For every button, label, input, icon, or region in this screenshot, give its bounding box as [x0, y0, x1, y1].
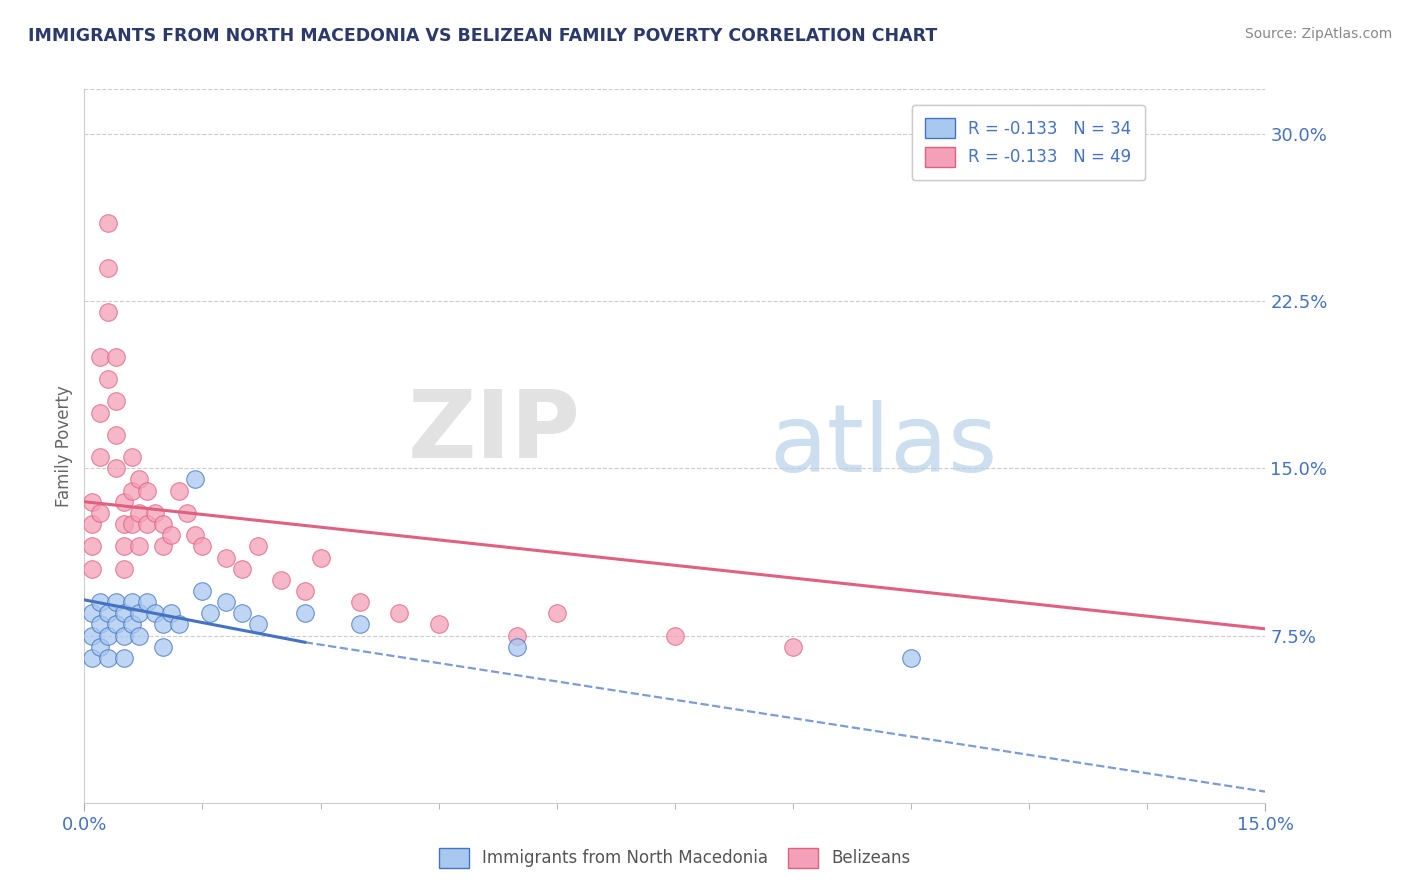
Point: [82, 651, 104, 665]
Point: [82, 628, 104, 642]
Point: [506, 628, 529, 642]
Point: [546, 607, 568, 621]
Point: [506, 640, 529, 654]
Point: [215, 595, 238, 609]
Point: [152, 640, 174, 654]
Point: [82, 607, 104, 621]
Legend: R = -0.133   N = 34, R = -0.133   N = 49: R = -0.133 N = 34, R = -0.133 N = 49: [911, 104, 1144, 180]
Y-axis label: Family Poverty: Family Poverty: [55, 385, 73, 507]
Point: [160, 607, 183, 621]
Point: [89, 617, 111, 632]
Point: [89, 506, 111, 520]
Point: [112, 494, 135, 508]
Point: [246, 539, 269, 553]
Point: [349, 595, 371, 609]
Point: [97, 372, 120, 386]
Point: [112, 651, 135, 665]
Point: [121, 450, 143, 465]
Point: [427, 617, 450, 632]
Point: [128, 473, 150, 487]
Point: [128, 628, 150, 642]
Point: [246, 617, 269, 632]
Point: [231, 607, 253, 621]
Point: [136, 517, 159, 532]
Point: [104, 350, 127, 364]
Point: [231, 562, 253, 576]
Text: IMMIGRANTS FROM NORTH MACEDONIA VS BELIZEAN FAMILY POVERTY CORRELATION CHART: IMMIGRANTS FROM NORTH MACEDONIA VS BELIZ…: [28, 27, 938, 45]
Point: [89, 405, 111, 420]
Point: [136, 595, 159, 609]
Point: [104, 394, 127, 409]
Point: [89, 350, 111, 364]
Point: [104, 617, 127, 632]
Point: [128, 539, 150, 553]
Point: [183, 528, 205, 542]
Point: [112, 628, 135, 642]
Point: [121, 595, 143, 609]
Point: [112, 562, 135, 576]
Point: [112, 539, 135, 553]
Text: ZIP: ZIP: [408, 385, 581, 478]
Point: [167, 617, 190, 632]
Point: [152, 517, 174, 532]
Point: [97, 260, 120, 275]
Point: [121, 517, 143, 532]
Point: [112, 517, 135, 532]
Point: [270, 573, 292, 587]
Point: [309, 550, 332, 565]
Point: [121, 617, 143, 632]
Point: [191, 583, 214, 598]
Point: [97, 628, 120, 642]
Text: Source: ZipAtlas.com: Source: ZipAtlas.com: [1244, 27, 1392, 41]
Point: [143, 607, 166, 621]
Point: [82, 494, 104, 508]
Point: [97, 651, 120, 665]
Point: [167, 483, 190, 498]
Point: [200, 607, 222, 621]
Point: [143, 506, 166, 520]
Point: [152, 539, 174, 553]
Point: [176, 506, 198, 520]
Point: [152, 617, 174, 632]
Point: [121, 483, 143, 498]
Legend: Immigrants from North Macedonia, Belizeans: Immigrants from North Macedonia, Belizea…: [432, 841, 918, 875]
Point: [104, 461, 127, 475]
Point: [97, 607, 120, 621]
Point: [97, 305, 120, 319]
Point: [215, 550, 238, 565]
Text: atlas: atlas: [769, 400, 998, 492]
Point: [97, 216, 120, 230]
Point: [136, 483, 159, 498]
Point: [191, 539, 214, 553]
Point: [82, 517, 104, 532]
Point: [900, 651, 922, 665]
Point: [82, 562, 104, 576]
Point: [183, 473, 205, 487]
Point: [664, 628, 686, 642]
Point: [294, 583, 316, 598]
Point: [160, 528, 183, 542]
Point: [388, 607, 411, 621]
Point: [128, 607, 150, 621]
Point: [89, 640, 111, 654]
Point: [294, 607, 316, 621]
Point: [82, 539, 104, 553]
Point: [104, 595, 127, 609]
Point: [349, 617, 371, 632]
Point: [89, 595, 111, 609]
Point: [128, 506, 150, 520]
Point: [104, 427, 127, 442]
Point: [89, 450, 111, 465]
Point: [782, 640, 804, 654]
Point: [112, 607, 135, 621]
